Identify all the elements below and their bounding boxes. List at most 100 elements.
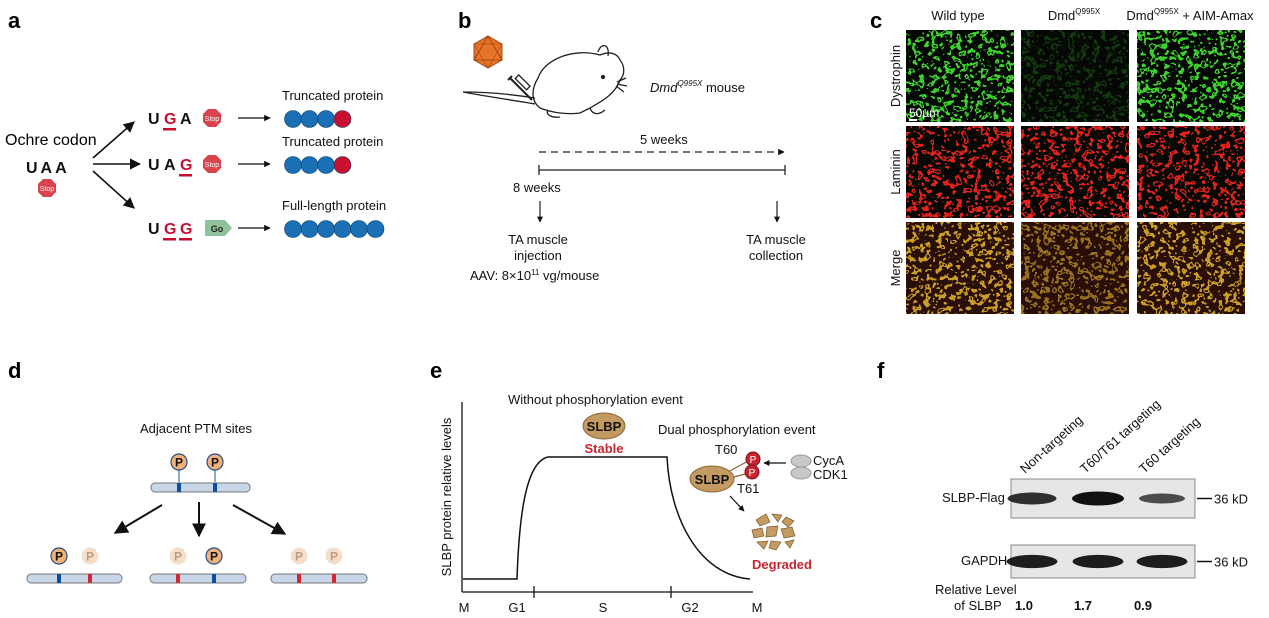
codon-row: U A G Stop Truncated protein xyxy=(148,134,383,177)
ptm-site xyxy=(332,574,336,583)
codon-row: U G A Stop Truncated protein xyxy=(148,88,383,131)
phospho-group-absent-icon: P xyxy=(169,547,187,565)
x-tick-label: G2 xyxy=(681,600,698,615)
codon-base: G xyxy=(164,111,179,128)
protein-bar xyxy=(149,573,247,584)
lane-label: T60 targeting xyxy=(1136,414,1203,476)
amino-acid-bead xyxy=(300,156,319,174)
blot-label: GAPDH xyxy=(961,553,1007,568)
svg-text:Stop: Stop xyxy=(205,162,220,169)
panel-label-e: e xyxy=(430,358,442,383)
mutation-underline xyxy=(179,174,192,177)
svg-text:P: P xyxy=(330,550,338,564)
codon-base: A xyxy=(164,157,179,174)
degraded-protein-icon xyxy=(751,513,796,551)
cdk1-label: CDK1 xyxy=(813,467,848,482)
protein-band xyxy=(1139,493,1185,504)
scale-bar-label: 50µm xyxy=(909,106,939,120)
arrow-to-ugg xyxy=(92,170,135,209)
blot-membrane xyxy=(1007,478,1196,519)
collection-line2: collection xyxy=(749,248,803,263)
panel-e: SLBP protein relative levels M G1 S G2 M Wit… xyxy=(439,392,848,615)
slbp-stable-icon: SLBP xyxy=(582,412,626,440)
aav-virus-icon xyxy=(473,35,503,69)
ptm-site xyxy=(176,574,180,583)
panel-d: Adjacent PTM sites P P P P P P P P xyxy=(26,421,368,584)
panel-label-c: c xyxy=(870,8,882,33)
x-tick-label: M xyxy=(459,600,470,615)
protein-band xyxy=(1136,554,1188,569)
svg-text:P: P xyxy=(749,468,756,479)
protein-bar xyxy=(150,482,251,493)
codon-base: G xyxy=(180,157,195,174)
stop-bead xyxy=(333,110,352,128)
dual-phospho-title: Dual phosphorylation event xyxy=(658,422,816,437)
cyca-label: CycA xyxy=(813,453,844,468)
collection-line1: TA muscle xyxy=(746,232,806,247)
svg-text:P: P xyxy=(175,456,183,470)
stable-label: Stable xyxy=(584,441,623,456)
t60-label: T60 xyxy=(715,442,737,457)
stop-sign-icon: Stop xyxy=(203,109,221,127)
relative-level-value: 1.7 xyxy=(1074,598,1092,613)
stop-sign-icon: Stop xyxy=(203,155,221,173)
ptm-site xyxy=(213,483,217,492)
phospho-group-icon: P xyxy=(50,547,68,565)
injection-line2: injection xyxy=(514,248,562,263)
codon-base: G xyxy=(180,221,195,238)
codon-base: U xyxy=(148,157,163,174)
amino-acid-bead xyxy=(300,220,319,238)
molecular-weight-marker: 36 kD xyxy=(1214,555,1248,570)
phospho-group-icon: P xyxy=(170,453,188,471)
mutation-underline xyxy=(179,238,192,241)
row-label: Merge xyxy=(888,250,903,287)
phospho-t60-icon: P xyxy=(745,451,761,467)
amino-acid-bead xyxy=(366,220,385,238)
amino-acid-bead xyxy=(317,220,335,238)
blot-label: SLBP-Flag xyxy=(942,490,1005,505)
ptm-site xyxy=(88,574,92,583)
start-age-label: 8 weeks xyxy=(513,180,561,195)
amino-acid-bead xyxy=(317,110,335,128)
arrow-right xyxy=(232,504,287,535)
codon-base: A xyxy=(180,111,195,128)
codon-base: G xyxy=(164,221,179,238)
amino-acid-bead xyxy=(284,156,302,174)
amino-acid-bead xyxy=(317,156,335,174)
column-title: DmdQ995X xyxy=(1048,7,1101,23)
mouse-strain-label: DmdQ995X mouse xyxy=(650,79,745,95)
ptm-site xyxy=(57,574,61,583)
protein-band xyxy=(1007,492,1057,505)
phospho-group-absent-icon: P xyxy=(81,547,99,565)
stop-sign-icon: Stop xyxy=(38,179,56,197)
phospho-group-icon: P xyxy=(206,453,224,471)
phospho-group-absent-icon: P xyxy=(290,547,308,565)
mutation-underline xyxy=(163,128,176,131)
phospho-group-absent-icon: P xyxy=(325,547,343,565)
panel-label-b: b xyxy=(458,8,471,33)
protein-outcome-label: Full-length protein xyxy=(282,198,386,213)
protein-band xyxy=(1072,554,1124,569)
aav-dose: AAV: 8×1011 vg/mouse xyxy=(470,268,599,283)
slbp-phospho-icon: SLBP xyxy=(689,465,735,493)
arrow-to-uga xyxy=(92,121,135,159)
x-tick-label: M xyxy=(752,600,763,615)
scale-bar xyxy=(909,119,917,121)
blot-membrane xyxy=(1006,544,1196,579)
microscopy-image xyxy=(1137,222,1245,314)
amino-acid-bead xyxy=(284,110,302,128)
degraded-label: Degraded xyxy=(752,557,812,572)
panel-b: DmdQ995X mouse 5 weeks 8 weeks TA muscle… xyxy=(462,35,806,283)
relative-level-value: 0.9 xyxy=(1134,598,1152,613)
mutation-underline xyxy=(163,238,176,241)
ptm-site xyxy=(297,574,301,583)
protein-band xyxy=(1072,491,1124,506)
microscopy-image xyxy=(906,222,1014,314)
codon-row: U G G Go Full-length protein xyxy=(148,198,386,241)
column-title: DmdQ995X + AIM-Amax xyxy=(1126,7,1254,23)
relative-level-value: 1.0 xyxy=(1015,598,1033,613)
microscopy-image xyxy=(1021,30,1129,122)
relative-level-label: Relative Level xyxy=(935,582,1017,597)
ptm-site xyxy=(177,483,181,492)
